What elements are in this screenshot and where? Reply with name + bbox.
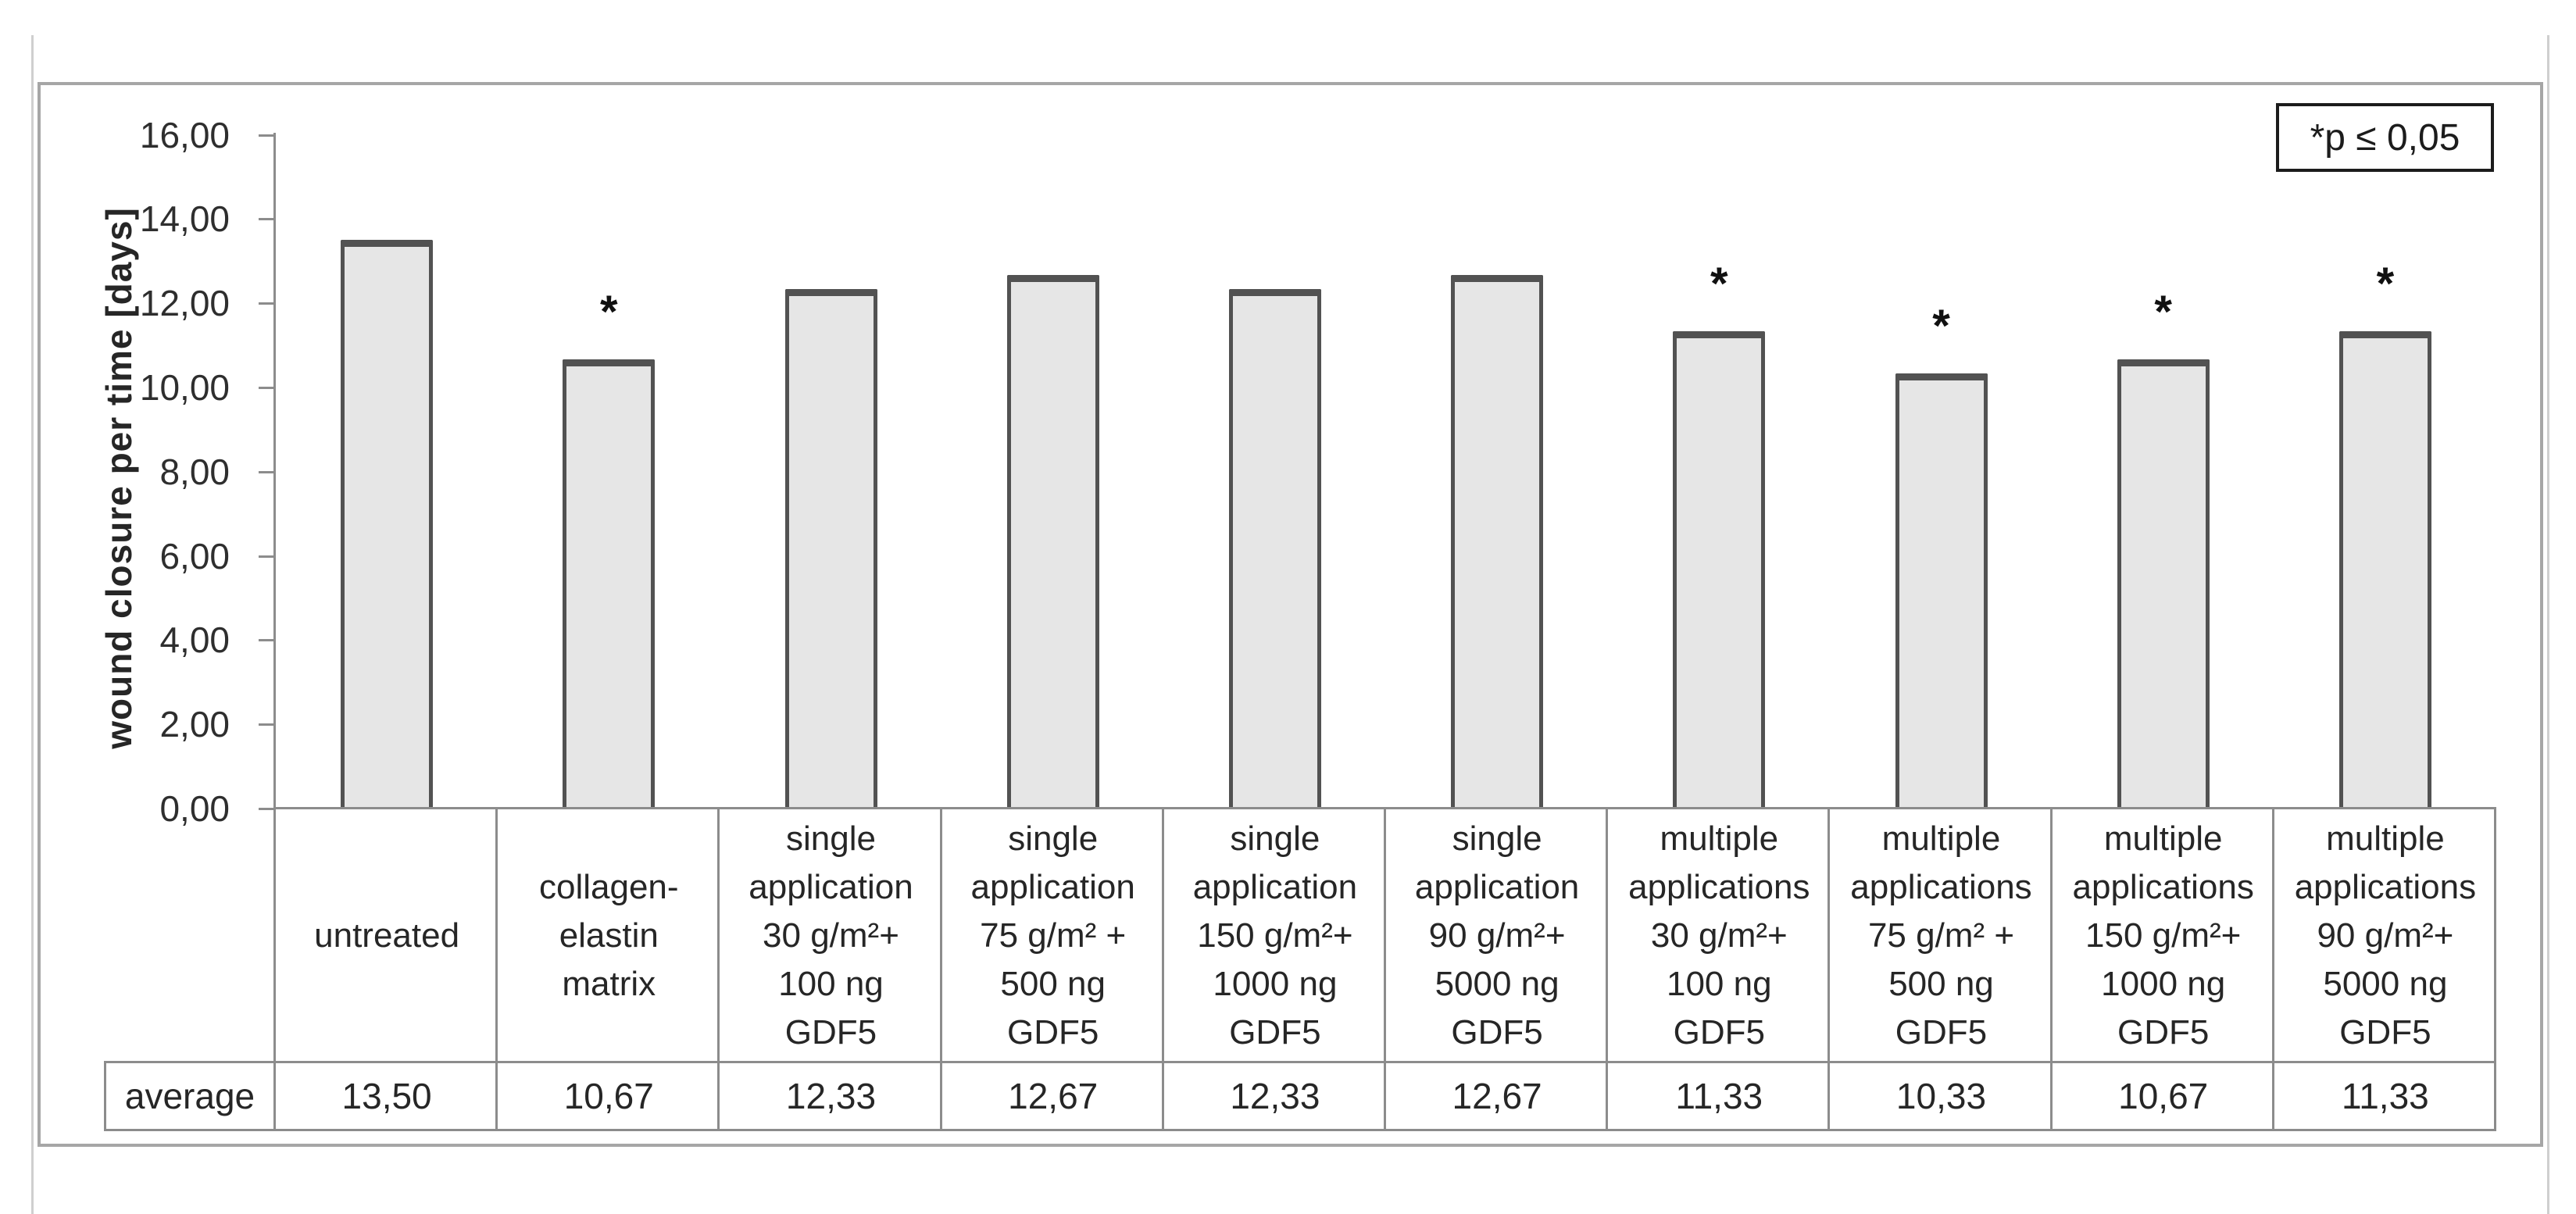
y-tick-10,00 bbox=[259, 387, 273, 389]
average-value-7: 11,33 bbox=[1675, 1075, 1763, 1116]
y-tick-label-2,00: 2,00 bbox=[159, 704, 230, 744]
category-label-4: single application 75 g/m² + 500 ng GDF5 bbox=[970, 819, 1135, 1052]
category-label-2: collagen- elastin matrix bbox=[539, 868, 679, 1003]
category-table-separator-2 bbox=[717, 809, 720, 1131]
bar-1 bbox=[341, 240, 434, 809]
category-label-8: multiple applications 75 g/m² + 500 ng G… bbox=[1850, 819, 2032, 1052]
category-table-separator-3 bbox=[940, 809, 942, 1131]
category-label-1: untreated bbox=[314, 916, 460, 955]
category-label-9: multiple applications 150 g/m²+ 1000 ng … bbox=[2072, 819, 2254, 1052]
category-table-separator-5 bbox=[1384, 809, 1386, 1131]
bar-6 bbox=[1451, 275, 1544, 809]
bar-2 bbox=[563, 359, 656, 809]
category-label-3: single application 30 g/m²+ 100 ng GDF5 bbox=[749, 819, 913, 1052]
average-row-left-border bbox=[104, 1061, 106, 1129]
category-table-separator-8 bbox=[2050, 809, 2053, 1131]
y-tick-16,00 bbox=[259, 134, 273, 137]
bar-8 bbox=[1895, 373, 1988, 809]
y-tick-14,00 bbox=[259, 218, 273, 220]
bar-10 bbox=[2338, 331, 2431, 809]
category-table-separator-4 bbox=[1162, 809, 1164, 1131]
category-table-separator-9 bbox=[2272, 809, 2274, 1131]
average-value-10: 11,33 bbox=[2342, 1075, 2429, 1116]
page-edge-right bbox=[2547, 35, 2549, 1214]
significance-star-2: * bbox=[600, 287, 618, 337]
average-value-6: 12,67 bbox=[1452, 1075, 1542, 1116]
category-label-6: single application 90 g/m²+ 5000 ng GDF5 bbox=[1414, 819, 1580, 1052]
bar-3 bbox=[784, 289, 877, 809]
y-tick-label-6,00: 6,00 bbox=[159, 536, 230, 577]
average-value-1: 13,50 bbox=[341, 1075, 432, 1116]
average-value-5: 12,33 bbox=[1230, 1075, 1320, 1116]
average-row-top-border bbox=[104, 1061, 2496, 1063]
bar-7 bbox=[1673, 331, 1766, 809]
average-value-2: 10,67 bbox=[563, 1075, 654, 1116]
y-tick-label-10,00: 10,00 bbox=[139, 367, 230, 408]
significance-legend-text: *p ≤ 0,05 bbox=[2310, 116, 2460, 159]
y-axis-line bbox=[273, 133, 276, 809]
significance-star-9: * bbox=[2154, 287, 2172, 337]
y-tick-4,00 bbox=[259, 639, 273, 641]
y-tick-label-4,00: 4,00 bbox=[159, 619, 230, 660]
category-table-separator-7 bbox=[1827, 809, 1830, 1131]
category-table-separator-1 bbox=[495, 809, 498, 1131]
category-label-7: multiple applications 30 g/m²+ 100 ng GD… bbox=[1628, 819, 1810, 1052]
significance-legend: *p ≤ 0,05 bbox=[2276, 103, 2494, 172]
y-tick-label-14,00: 14,00 bbox=[139, 198, 230, 239]
average-row-header: average bbox=[124, 1075, 255, 1116]
y-tick-label-16,00: 16,00 bbox=[139, 115, 230, 155]
y-tick-label-0,00: 0,00 bbox=[159, 788, 230, 829]
bar-5 bbox=[1228, 289, 1321, 809]
bar-4 bbox=[1006, 275, 1099, 809]
category-table-separator-6 bbox=[1606, 809, 1608, 1131]
average-value-8: 10,33 bbox=[1895, 1075, 1987, 1116]
page-edge-left bbox=[31, 35, 34, 1214]
significance-star-8: * bbox=[1932, 301, 1950, 352]
y-tick-0,00 bbox=[259, 808, 273, 810]
y-tick-8,00 bbox=[259, 471, 273, 473]
x-axis-line bbox=[273, 807, 2496, 809]
category-label-5: single application 150 g/m²+ 1000 ng GDF… bbox=[1192, 819, 1358, 1052]
y-tick-12,00 bbox=[259, 302, 273, 305]
bar-9 bbox=[2117, 359, 2210, 809]
average-row-bottom-border bbox=[104, 1129, 2496, 1131]
average-value-3: 12,33 bbox=[785, 1075, 877, 1116]
y-tick-label-12,00: 12,00 bbox=[139, 283, 230, 323]
category-label-10: multiple applications 90 g/m²+ 5000 ng G… bbox=[2294, 819, 2477, 1052]
category-table-separator-10 bbox=[2494, 809, 2496, 1131]
y-tick-2,00 bbox=[259, 723, 273, 726]
average-value-4: 12,67 bbox=[1008, 1075, 1099, 1116]
category-table-separator-0 bbox=[273, 809, 276, 1131]
significance-star-10: * bbox=[2376, 259, 2395, 309]
average-value-9: 10,67 bbox=[2118, 1075, 2209, 1116]
y-tick-6,00 bbox=[259, 555, 273, 558]
significance-star-7: * bbox=[1710, 259, 1728, 309]
y-tick-label-8,00: 8,00 bbox=[159, 452, 230, 492]
